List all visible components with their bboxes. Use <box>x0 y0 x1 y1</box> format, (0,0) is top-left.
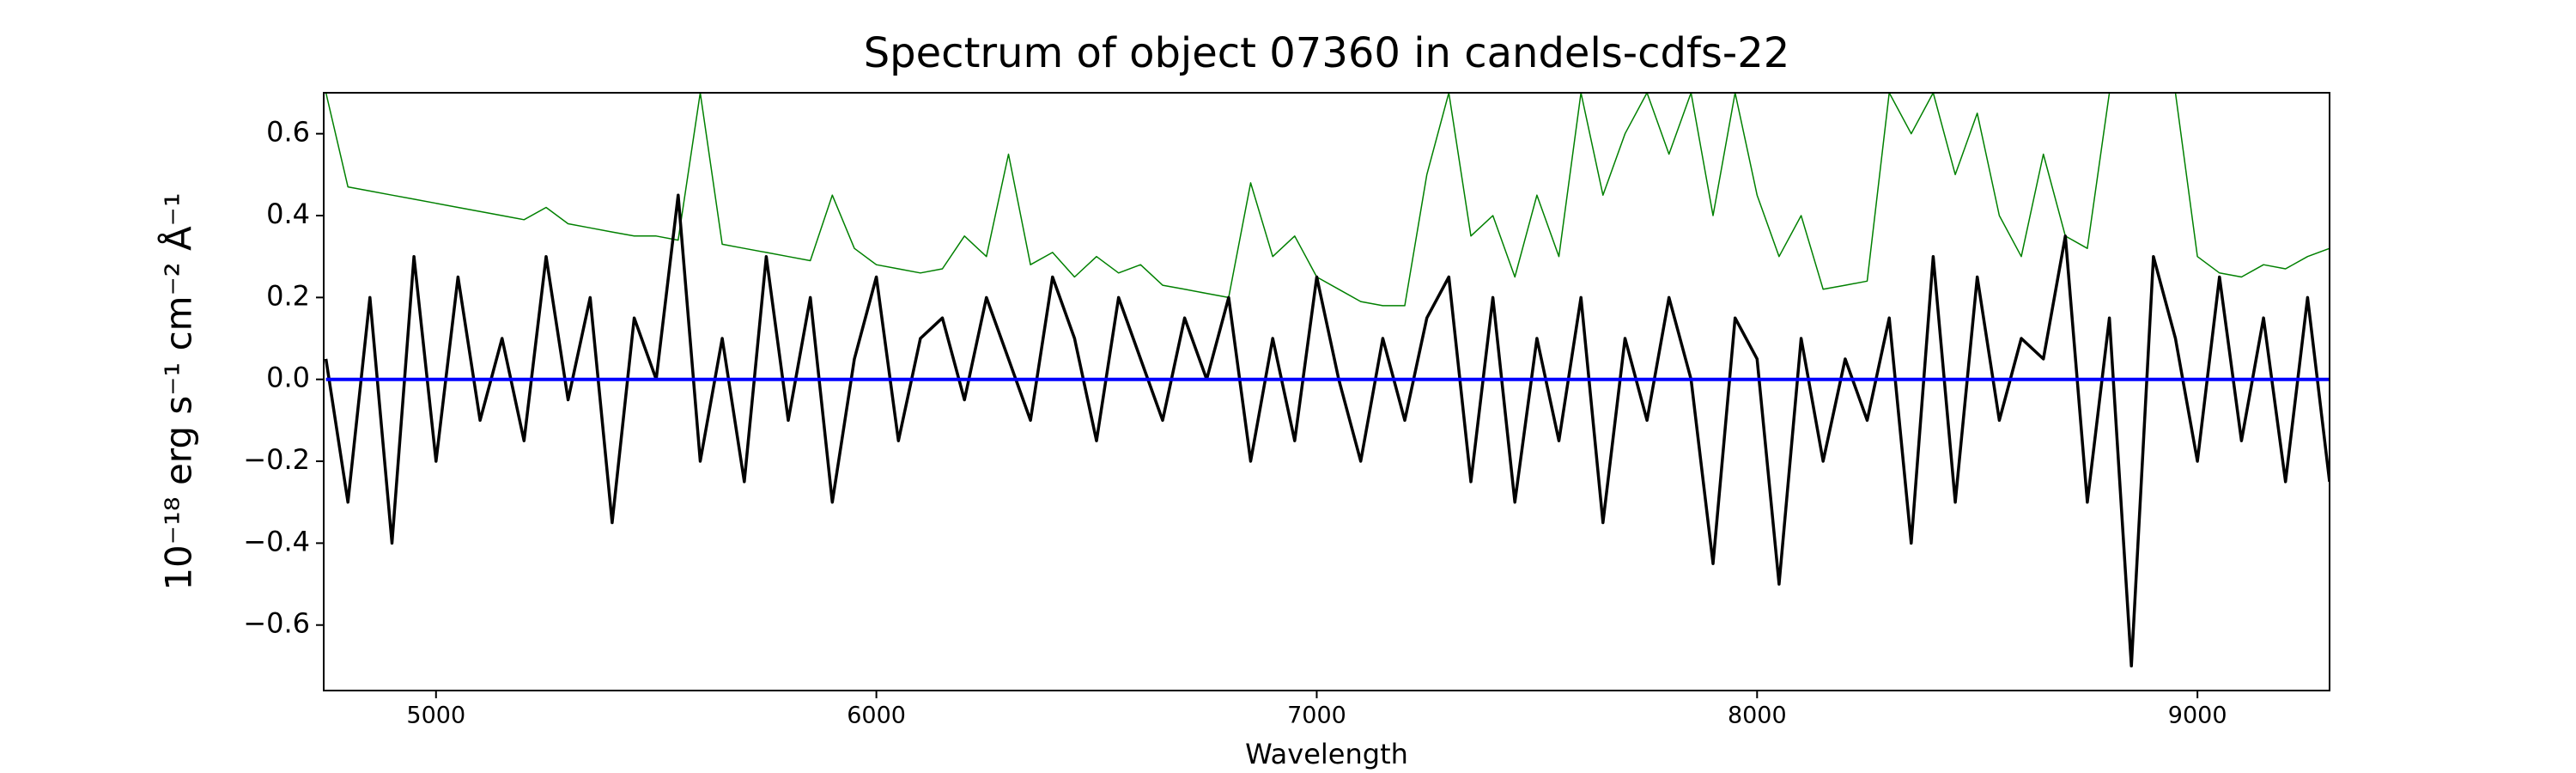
x-tick-label: 6000 <box>847 703 906 729</box>
y-tick-label: −0.2 <box>243 443 310 476</box>
y-tick-label: 0.0 <box>266 362 310 394</box>
series-line <box>325 93 2330 307</box>
x-tick-label: 8000 <box>1728 703 1787 729</box>
x-tick-label: 7000 <box>1287 703 1346 729</box>
x-tick-label: 5000 <box>406 703 465 729</box>
y-tick-label: 0.4 <box>266 198 310 230</box>
y-tick-label: 0.6 <box>266 116 310 149</box>
series-line <box>324 193 2330 668</box>
y-tick-label: −0.6 <box>243 607 310 640</box>
x-tick-label: 9000 <box>2168 703 2227 729</box>
chart-title: Spectrum of object 07360 in candels-cdfs… <box>864 29 1790 77</box>
x-axis-label: Wavelength <box>1245 738 1408 770</box>
plot-area <box>324 93 2330 668</box>
y-tick-label: −0.4 <box>243 525 310 557</box>
y-tick-label: 0.2 <box>266 279 310 312</box>
y-axis-label: 10⁻¹⁸ erg s⁻¹ cm⁻² Å⁻¹ <box>157 192 200 590</box>
plot-frame <box>323 92 2330 691</box>
